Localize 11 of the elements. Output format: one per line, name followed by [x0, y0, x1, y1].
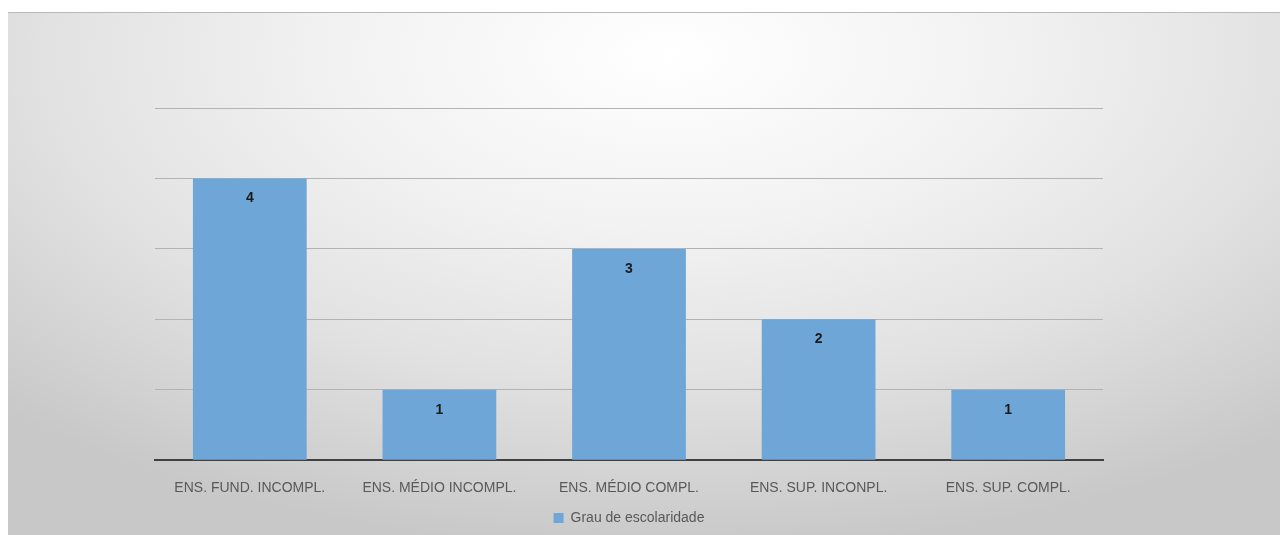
x-tick-label: ENS. MÉDIO COMPL. — [558, 479, 700, 496]
x-tick-label: ENS. SUP. INCONPL. — [749, 479, 888, 496]
data-label: 3 — [625, 259, 634, 276]
data-label: 1 — [1004, 400, 1013, 417]
data-label: 1 — [435, 400, 444, 417]
x-tick-label: ENS. SUP. COMPL. — [945, 479, 1071, 496]
x-tick-label: ENS. FUND. INCOMPL. — [174, 479, 326, 496]
x-tick-label: ENS. MÉDIO INCOMPL. — [362, 479, 517, 496]
data-label: 4 — [245, 189, 254, 206]
data-label: 2 — [814, 330, 823, 347]
legend-label: Grau de escolaridade — [570, 508, 705, 525]
